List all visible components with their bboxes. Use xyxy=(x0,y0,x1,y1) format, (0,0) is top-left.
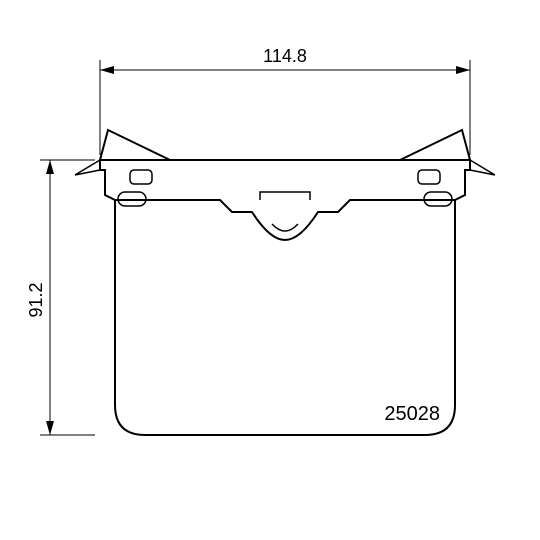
dimension-height: 91.2 xyxy=(26,160,95,435)
dimension-width-value: 114.8 xyxy=(263,46,307,66)
technical-drawing: 114.8 91.2 25028 xyxy=(0,0,540,540)
part-number-label: 25028 xyxy=(384,403,440,425)
dimension-height-value: 91.2 xyxy=(26,282,46,317)
dimension-width: 114.8 xyxy=(100,46,470,155)
brake-pad-part: 25028 xyxy=(75,130,495,435)
